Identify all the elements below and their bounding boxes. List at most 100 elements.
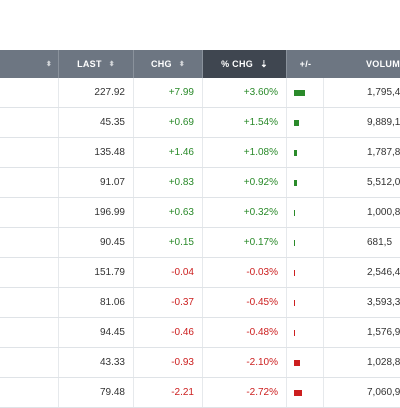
column-header-symbol[interactable]: ⬍	[0, 50, 59, 78]
volume-value: 2,546,4	[367, 267, 400, 278]
column-header-chg[interactable]: CHG ⬍	[134, 50, 203, 78]
chg-value: +0.69	[168, 117, 194, 128]
change-bar	[294, 389, 302, 396]
chg-cell: -0.46	[134, 318, 203, 347]
symbol-cell[interactable]	[0, 198, 59, 227]
plus-minus-cell	[287, 258, 324, 287]
pct-chg-value: -0.03%	[246, 267, 278, 278]
table-row[interactable]: 151.79 -0.04 -0.03% 2,546,4	[0, 258, 400, 288]
column-header-chg-label: CHG	[150, 59, 172, 69]
last-cell: 196.99	[59, 198, 134, 227]
table-body: 227.92 +7.99 +3.60% 1,795,4 45.35 +0.69 +1.54%…	[0, 78, 400, 408]
table-row[interactable]: 135.48 +1.46 +1.08% 1,787,8	[0, 138, 400, 168]
pct-chg-value: +1.08%	[243, 147, 278, 158]
column-header-plus-minus[interactable]: +/-	[287, 50, 324, 78]
last-value: 81.06	[99, 297, 125, 308]
symbol-cell[interactable]	[0, 348, 59, 377]
column-header-volume[interactable]: VOLUM	[324, 50, 400, 78]
plus-minus-cell	[287, 138, 324, 167]
pct-chg-cell: +1.08%	[203, 138, 287, 167]
volume-cell: 1,000,8	[324, 198, 400, 227]
column-header-last[interactable]: LAST ⬍	[59, 50, 134, 78]
table-row[interactable]: 45.35 +0.69 +1.54% 9,889,1	[0, 108, 400, 138]
chg-value: +1.46	[168, 147, 194, 158]
symbol-cell[interactable]	[0, 228, 59, 257]
chg-cell: +0.63	[134, 198, 203, 227]
table-row[interactable]: 94.45 -0.46 -0.48% 1,576,9	[0, 318, 400, 348]
last-value: 94.45	[99, 327, 125, 338]
chg-value: -0.37	[171, 297, 194, 308]
chg-cell: +7.99	[134, 78, 203, 107]
volume-cell: 681,5	[324, 228, 400, 257]
last-cell: 135.48	[59, 138, 134, 167]
column-header-plus-minus-label: +/-	[299, 59, 312, 69]
symbol-cell[interactable]	[0, 78, 59, 107]
last-value: 45.35	[99, 117, 125, 128]
last-value: 196.99	[94, 207, 125, 218]
change-bar	[294, 329, 295, 336]
pct-chg-cell: +0.32%	[203, 198, 287, 227]
last-value: 135.48	[94, 147, 125, 158]
volume-value: 1,576,9	[367, 327, 400, 338]
chg-cell: -0.37	[134, 288, 203, 317]
symbol-cell[interactable]	[0, 138, 59, 167]
table-row[interactable]: 90.45 +0.15 +0.17% 681,5	[0, 228, 400, 258]
symbol-cell[interactable]	[0, 318, 59, 347]
pct-chg-value: -0.45%	[246, 297, 278, 308]
last-cell: 90.45	[59, 228, 134, 257]
volume-cell: 9,889,1	[324, 108, 400, 137]
last-value: 79.48	[99, 387, 125, 398]
pct-chg-cell: -0.03%	[203, 258, 287, 287]
table-row[interactable]: 91.07 +0.83 +0.92% 5,512,0	[0, 168, 400, 198]
plus-minus-cell	[287, 378, 324, 407]
symbol-cell[interactable]	[0, 378, 59, 407]
plus-minus-cell	[287, 228, 324, 257]
chg-cell: +1.46	[134, 138, 203, 167]
volume-value: 5,512,0	[367, 177, 400, 188]
change-bar	[294, 149, 297, 156]
pct-chg-cell: -0.45%	[203, 288, 287, 317]
chg-cell: -0.93	[134, 348, 203, 377]
symbol-cell[interactable]	[0, 108, 59, 137]
table-row[interactable]: 227.92 +7.99 +3.60% 1,795,4	[0, 78, 400, 108]
last-cell: 91.07	[59, 168, 134, 197]
last-cell: 227.92	[59, 78, 134, 107]
volume-value: 1,000,8	[367, 207, 400, 218]
plus-minus-cell	[287, 168, 324, 197]
pct-chg-cell: +1.54%	[203, 108, 287, 137]
plus-minus-cell	[287, 78, 324, 107]
chg-value: +0.15	[168, 237, 194, 248]
table-row[interactable]: 81.06 -0.37 -0.45% 3,593,3	[0, 288, 400, 318]
pct-chg-value: +1.54%	[243, 117, 278, 128]
change-bar	[294, 359, 300, 366]
volume-cell: 3,593,3	[324, 288, 400, 317]
change-bar	[294, 269, 295, 276]
volume-cell: 2,546,4	[324, 258, 400, 287]
chg-cell: -0.04	[134, 258, 203, 287]
last-value: 91.07	[99, 177, 125, 188]
chg-cell: +0.15	[134, 228, 203, 257]
pct-chg-cell: +0.92%	[203, 168, 287, 197]
column-header-pct-chg[interactable]: % CHG ⇣	[203, 50, 287, 78]
volume-value: 9,889,1	[367, 117, 400, 128]
volume-value: 1,787,8	[367, 147, 400, 158]
volume-cell: 1,787,8	[324, 138, 400, 167]
table-row[interactable]: 43.33 -0.93 -2.10% 1,028,8	[0, 348, 400, 378]
last-cell: 43.33	[59, 348, 134, 377]
stock-table: ⬍ LAST ⬍ CHG ⬍ % CHG ⇣ +/- VOLUM 227.92 +…	[0, 50, 400, 408]
pct-chg-cell: +0.17%	[203, 228, 287, 257]
pct-chg-cell: -2.72%	[203, 378, 287, 407]
chg-value: -0.04	[171, 267, 194, 278]
chg-cell: -2.21	[134, 378, 203, 407]
symbol-cell[interactable]	[0, 168, 59, 197]
last-cell: 81.06	[59, 288, 134, 317]
table-row[interactable]: 79.48 -2.21 -2.72% 7,060,9	[0, 378, 400, 408]
chg-value: +7.99	[168, 87, 194, 98]
symbol-cell[interactable]	[0, 258, 59, 287]
sort-arrows-icon: ⬍	[45, 60, 52, 68]
pct-chg-value: -2.72%	[246, 387, 278, 398]
symbol-cell[interactable]	[0, 288, 59, 317]
change-bar	[294, 119, 299, 126]
pct-chg-value: +0.92%	[243, 177, 278, 188]
table-row[interactable]: 196.99 +0.63 +0.32% 1,000,8	[0, 198, 400, 228]
